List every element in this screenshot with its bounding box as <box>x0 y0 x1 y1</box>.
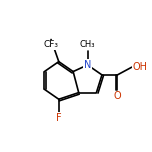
Text: N: N <box>84 60 91 70</box>
Text: CH₃: CH₃ <box>80 40 95 49</box>
Text: OH: OH <box>133 62 148 72</box>
Text: F: F <box>56 113 62 123</box>
Text: CF₃: CF₃ <box>43 40 59 49</box>
Text: O: O <box>114 91 121 101</box>
